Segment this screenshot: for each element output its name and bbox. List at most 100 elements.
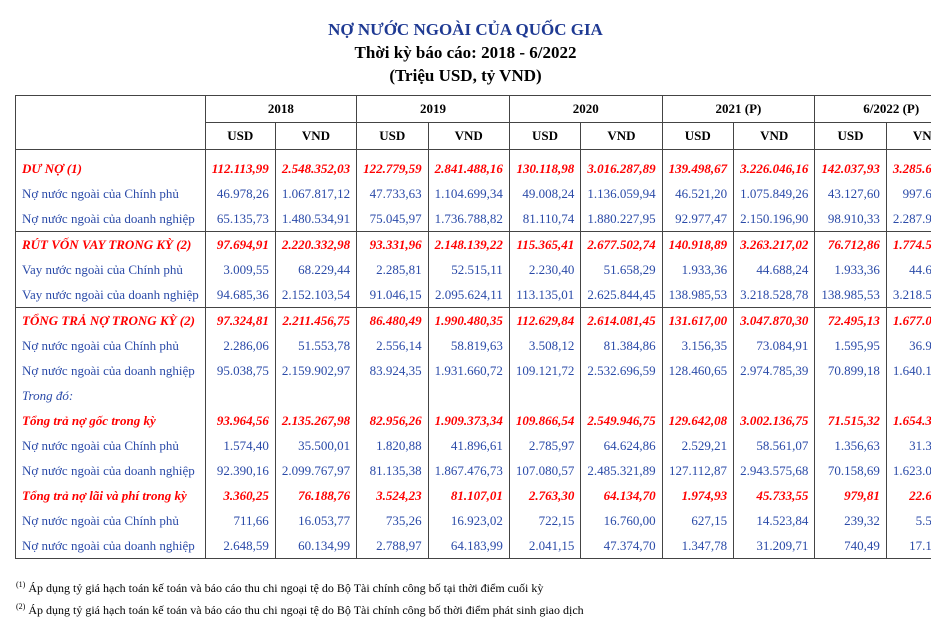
value-cell: 1.356,63	[814, 433, 887, 458]
value-cell: 2.841.488,16	[427, 149, 510, 181]
value-cell: 128.460,65	[661, 358, 735, 383]
value-cell: 2.211.456,75	[274, 307, 358, 333]
value-cell	[580, 383, 663, 408]
value-cell: 239,32	[814, 508, 887, 533]
currency-header: USD	[661, 122, 735, 150]
row-label: Nợ nước ngoài của doanh nghiệp	[15, 358, 206, 383]
row-label: Nợ nước ngoài của Chính phủ	[15, 333, 206, 358]
value-cell: 2.763,30	[508, 483, 582, 508]
value-cell	[356, 383, 429, 408]
currency-header: VND	[580, 122, 663, 150]
value-cell: 71.515,32	[814, 408, 887, 433]
value-cell: 1.677.054,34	[885, 307, 931, 333]
value-cell: 130.118,98	[508, 149, 582, 181]
row-label: Vay nước ngoài của doanh nghiệp	[15, 282, 206, 308]
value-cell: 107.080,57	[508, 458, 582, 483]
value-cell: 2.135.267,98	[274, 408, 358, 433]
value-cell: 5.535,78	[885, 508, 931, 533]
value-cell: 627,15	[661, 508, 735, 533]
value-cell: 93.964,56	[204, 408, 276, 433]
footnote-1: (1) Áp dụng tỷ giá hạch toán kế toán và …	[16, 580, 543, 596]
table-row: Nợ nước ngoài của doanh nghiệp 95.038,75 2…	[15, 358, 931, 383]
value-cell: 3.360,25	[204, 483, 276, 508]
report-period: Thời kỳ báo cáo: 2018 - 6/2022	[354, 43, 577, 62]
value-cell: 46.978,26	[204, 181, 276, 206]
value-cell: 131.617,00	[661, 307, 735, 333]
table-row: Tổng trả nợ gốc trong kỳ 93.964,56 2.135.2…	[15, 408, 931, 433]
value-cell: 2.287.993,86	[885, 206, 931, 232]
value-cell: 1.990.480,35	[427, 307, 510, 333]
value-cell: 1.075.849,26	[733, 181, 816, 206]
value-cell: 72.495,13	[814, 307, 887, 333]
currency-header: USD	[814, 122, 887, 150]
row-label: Tổng trả nợ lãi và phí trong kỳ	[15, 483, 206, 508]
value-cell: 14.523,84	[733, 508, 816, 533]
table-row: Tổng trả nợ lãi và phí trong kỳ 3.360,25 7…	[15, 483, 931, 508]
value-cell: 1.136.059,94	[580, 181, 663, 206]
year-header: 2020	[508, 95, 663, 123]
value-cell: 47.733,63	[356, 181, 429, 206]
value-cell: 1.654.388,53	[885, 408, 931, 433]
value-cell	[427, 383, 510, 408]
table-row: Nợ nước ngoài của doanh nghiệp 65.135,73 1…	[15, 206, 931, 232]
value-cell: 2.785,97	[508, 433, 582, 458]
value-cell: 81.110,74	[508, 206, 582, 232]
table-row: Trong đó:	[15, 383, 931, 408]
value-cell: 2.625.844,45	[580, 282, 663, 308]
value-cell: 1.480.534,91	[274, 206, 358, 232]
value-cell: 64.624,86	[580, 433, 663, 458]
row-label: Nợ nước ngoài của doanh nghiệp	[15, 206, 206, 232]
table-row: DƯ NỢ (1) 112.113,99 2.548.352,03 122.779,5…	[15, 149, 931, 181]
value-cell: 68.229,44	[274, 257, 358, 282]
row-label: Vay nước ngoài của Chính phủ	[15, 257, 206, 282]
value-cell: 1.909.373,34	[427, 408, 510, 433]
value-cell: 76.712,86	[814, 231, 887, 257]
value-cell: 94.685,36	[204, 282, 276, 308]
value-cell: 49.008,24	[508, 181, 582, 206]
value-cell: 35.500,01	[274, 433, 358, 458]
value-cell: 109.121,72	[508, 358, 582, 383]
row-label: TỔNG TRẢ NỢ TRONG KỲ (2)	[15, 307, 206, 333]
value-cell: 98.910,33	[814, 206, 887, 232]
value-cell: 16.923,02	[427, 508, 510, 533]
value-cell: 142.037,93	[814, 149, 887, 181]
currency-header: USD	[204, 122, 276, 150]
value-cell: 2.150.196,90	[733, 206, 816, 232]
footnote-text: Áp dụng tỷ giá hạch toán kế toán và báo …	[28, 603, 584, 617]
value-cell: 740,49	[814, 533, 887, 559]
value-cell	[204, 383, 276, 408]
value-cell: 1.104.699,34	[427, 181, 510, 206]
value-cell: 70.158,69	[814, 458, 887, 483]
value-cell: 2.614.081,45	[580, 307, 663, 333]
value-cell	[814, 383, 887, 408]
value-cell: 2.549.946,75	[580, 408, 663, 433]
label-header	[15, 95, 206, 150]
value-cell: 2.648,59	[204, 533, 276, 559]
currency-header: USD	[508, 122, 582, 150]
value-cell: 92.390,16	[204, 458, 276, 483]
value-cell: 52.515,11	[427, 257, 510, 282]
table-row: TỔNG TRẢ NỢ TRONG KỲ (2) 97.324,81 2.211.4…	[15, 307, 931, 333]
value-cell: 735,26	[356, 508, 429, 533]
value-cell: 3.047.870,30	[733, 307, 816, 333]
value-cell: 83.924,35	[356, 358, 429, 383]
value-cell	[885, 383, 931, 408]
value-cell: 115.365,41	[508, 231, 582, 257]
value-cell: 2.099.767,97	[274, 458, 358, 483]
value-cell: 127.112,87	[661, 458, 735, 483]
value-cell: 44.688,24	[885, 257, 931, 282]
year-header: 6/2022 (P)	[814, 95, 931, 123]
value-cell: 997.627,72	[885, 181, 931, 206]
row-label: DƯ NỢ (1)	[15, 149, 206, 181]
table-row: RÚT VỐN VAY TRONG KỲ (2) 97.694,91 2.220.3…	[15, 231, 931, 257]
value-cell: 70.899,18	[814, 358, 887, 383]
year-header: 2019	[356, 95, 510, 123]
value-cell: 45.733,55	[733, 483, 816, 508]
footnote-2: (2) Áp dụng tỷ giá hạch toán kế toán và …	[16, 602, 584, 618]
value-cell: 46.521,20	[661, 181, 735, 206]
value-cell: 3.524,23	[356, 483, 429, 508]
value-cell: 2.943.575,68	[733, 458, 816, 483]
value-cell: 138.985,53	[814, 282, 887, 308]
value-cell: 1.574,40	[204, 433, 276, 458]
unit-label: (Triệu USD, tỷ VND)	[389, 66, 542, 85]
